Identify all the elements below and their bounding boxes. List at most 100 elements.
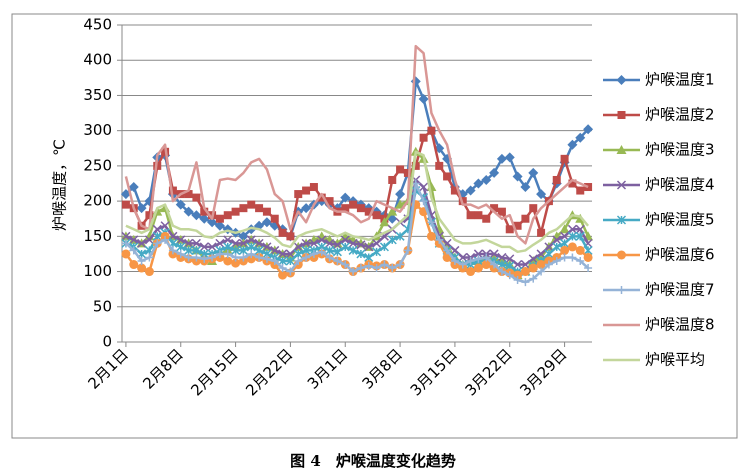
marker xyxy=(255,204,264,213)
marker xyxy=(552,242,562,252)
marker xyxy=(144,235,154,245)
marker xyxy=(496,153,507,164)
marker xyxy=(223,256,233,266)
marker xyxy=(512,171,523,182)
marker xyxy=(567,139,578,150)
marker xyxy=(616,75,627,85)
legend-label: 炉喉温度1 xyxy=(645,71,715,89)
marker xyxy=(176,235,186,245)
marker xyxy=(247,200,256,209)
y-tick-label: 400 xyxy=(83,51,112,69)
marker xyxy=(536,260,546,270)
marker xyxy=(161,235,170,244)
marker xyxy=(379,217,390,227)
marker xyxy=(231,207,240,216)
marker xyxy=(145,211,154,220)
marker xyxy=(552,175,561,184)
marker xyxy=(568,253,577,262)
marker xyxy=(278,249,288,259)
marker xyxy=(184,245,194,255)
marker xyxy=(262,207,271,216)
marker xyxy=(411,161,420,170)
y-tick-label: 0 xyxy=(102,333,112,351)
marker xyxy=(341,204,350,213)
marker xyxy=(616,180,627,190)
marker xyxy=(552,235,562,245)
marker xyxy=(340,235,350,245)
marker xyxy=(302,253,311,262)
marker xyxy=(215,238,225,248)
marker xyxy=(528,167,539,178)
marker xyxy=(270,245,280,255)
marker xyxy=(200,254,209,263)
chart-border xyxy=(11,13,738,439)
marker xyxy=(160,221,170,231)
marker xyxy=(223,235,233,245)
marker xyxy=(504,152,515,163)
marker xyxy=(200,207,209,216)
legend-label: 炉喉温度7 xyxy=(645,281,715,299)
marker xyxy=(262,242,272,252)
marker xyxy=(490,260,499,269)
legend-label: 炉喉温度6 xyxy=(645,246,715,264)
marker xyxy=(544,242,554,252)
marker xyxy=(333,256,342,265)
marker xyxy=(309,183,318,192)
y-tick-label: 350 xyxy=(83,86,112,104)
marker xyxy=(239,253,248,262)
marker xyxy=(137,238,147,248)
marker xyxy=(199,213,210,224)
marker xyxy=(426,231,436,241)
marker xyxy=(458,260,467,269)
marker xyxy=(176,242,186,252)
marker xyxy=(560,253,569,262)
marker xyxy=(332,247,342,257)
marker xyxy=(466,267,476,277)
marker xyxy=(214,220,225,231)
marker xyxy=(575,245,585,255)
legend-label: 炉喉温度4 xyxy=(645,176,715,194)
marker xyxy=(435,235,444,244)
marker xyxy=(325,197,334,206)
marker xyxy=(458,252,468,262)
marker xyxy=(427,126,436,135)
marker xyxy=(184,238,194,248)
y-tick-label: 200 xyxy=(83,192,112,210)
marker xyxy=(183,206,194,217)
marker xyxy=(152,224,162,234)
marker xyxy=(513,276,522,285)
marker xyxy=(379,242,389,252)
marker xyxy=(617,250,626,260)
marker xyxy=(301,203,312,214)
marker xyxy=(372,264,381,273)
marker xyxy=(238,231,249,242)
marker xyxy=(325,245,335,255)
marker xyxy=(348,238,358,248)
y-tick-label: 100 xyxy=(83,262,112,280)
marker xyxy=(285,256,295,266)
marker xyxy=(121,249,131,259)
marker xyxy=(388,175,397,184)
marker xyxy=(223,211,232,220)
marker xyxy=(262,254,271,263)
marker xyxy=(497,252,507,262)
marker xyxy=(356,249,366,259)
marker xyxy=(616,215,627,225)
marker xyxy=(349,267,358,276)
marker xyxy=(191,238,201,248)
marker xyxy=(537,267,546,276)
marker xyxy=(544,260,553,269)
marker xyxy=(309,249,318,258)
marker xyxy=(278,228,287,237)
marker xyxy=(529,274,538,283)
marker xyxy=(246,254,256,264)
marker xyxy=(136,203,147,214)
marker xyxy=(419,182,429,192)
marker xyxy=(364,207,373,216)
marker xyxy=(466,256,475,265)
marker xyxy=(121,239,130,248)
marker xyxy=(380,260,389,269)
marker xyxy=(567,224,577,234)
marker xyxy=(520,182,531,193)
marker xyxy=(395,189,406,200)
